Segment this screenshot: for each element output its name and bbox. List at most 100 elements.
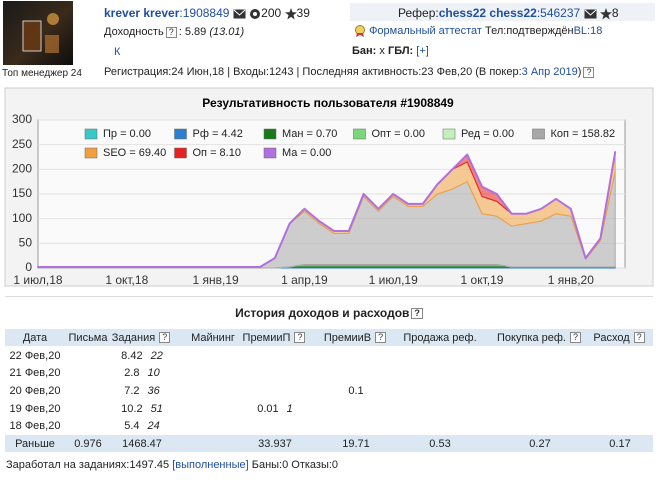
- row-date: 22 Фев,20: [9, 349, 61, 362]
- cell-value: 0.27: [529, 437, 551, 450]
- row-date: 19 Фев,20: [9, 402, 61, 415]
- legend-swatch: [174, 147, 187, 159]
- footer-link[interactable]: [выполненные]: [172, 459, 249, 471]
- help-icon[interactable]: ?: [411, 308, 423, 320]
- table-cell: Расход?: [560, 329, 660, 346]
- k-link[interactable]: К: [114, 46, 121, 58]
- activity-line: Регистрация:24 Июн,18 | Входы:1243 | Пос…: [104, 66, 596, 78]
- cell-value: 2.8: [124, 366, 140, 379]
- x-tick-label: 1 июл,19: [369, 273, 418, 287]
- gbl-label: ГБЛ:: [387, 45, 414, 57]
- yield-line: Доходность?: 5.89 (13.01): [104, 26, 244, 38]
- phone: Тел:подтверждён: [485, 25, 574, 37]
- table-cell: 19.71: [296, 435, 416, 452]
- y-tick-label: 200: [12, 162, 32, 176]
- cell-count: 51: [150, 402, 163, 415]
- star-icon: [599, 7, 612, 20]
- attestat-icon: [355, 25, 365, 38]
- table-cell: Майнинг: [153, 329, 273, 346]
- table-cell: Дата: [0, 329, 95, 346]
- legend-label: Ман = 0.70: [282, 128, 337, 140]
- bl[interactable]: BL:18: [573, 25, 603, 37]
- table-cell: 8.42 22: [82, 347, 202, 364]
- yield-value: : 5.89: [178, 26, 207, 38]
- area: [37, 151, 617, 269]
- footer-rest: Баны:0 Отказы:0: [251, 459, 339, 471]
- cell-value: 0.17: [609, 437, 631, 450]
- x-tick-label: 1 июл,18: [13, 273, 62, 287]
- gbl-link[interactable]: [+]: [416, 45, 429, 57]
- star-icon: [284, 7, 297, 20]
- cell-count: 24: [147, 419, 160, 432]
- user-name[interactable]: krever krever: [104, 6, 180, 20]
- table-cell: 0.976: [28, 435, 148, 452]
- help-icon[interactable]: ?: [375, 332, 387, 343]
- legend-label: Ма = 0.00: [282, 147, 331, 159]
- cell-value: 0.1: [348, 384, 364, 397]
- y-tick-label: 50: [19, 236, 33, 250]
- table-cell: 0.1: [296, 382, 416, 399]
- referrer-box: [350, 3, 655, 21]
- legend-swatch: [263, 147, 277, 159]
- legend-label: Пр = 0.00: [103, 128, 151, 140]
- column-header: ПремииВ: [323, 331, 372, 344]
- x-tick-label: 1 апр,19: [281, 273, 328, 287]
- table-cell: Покупка реф.?: [480, 329, 600, 346]
- activity: Регистрация:24 Июн,18 | Входы:1243 | Пос…: [104, 66, 522, 78]
- history-title: История доходов и расходов: [235, 306, 410, 320]
- user-line: krever krever:1908849 200 39: [104, 6, 310, 20]
- avatar[interactable]: [3, 1, 73, 65]
- help-icon[interactable]: ?: [294, 332, 306, 343]
- table-cell: 1468.47: [82, 435, 202, 452]
- table-cell: 20 Фев,20: [0, 382, 95, 399]
- legend-label: Рф = 4.42: [193, 128, 243, 140]
- gears-count: 200: [261, 6, 282, 20]
- help-icon[interactable]: ?: [159, 332, 171, 343]
- help-icon[interactable]: ?: [633, 332, 645, 343]
- table-cell: 0.17: [560, 435, 660, 452]
- legend-label: Опт = 0.00: [372, 128, 426, 140]
- mail-icon[interactable]: [233, 9, 246, 19]
- cell-value: 0.976: [74, 437, 102, 450]
- y-tick-label: 300: [12, 112, 32, 126]
- x-tick-label: 1 янв,19: [192, 273, 239, 287]
- legend-swatch: [84, 147, 98, 159]
- legend-label: Ред = 0.00: [461, 128, 514, 140]
- history-title-line: История доходов и расходов?: [0, 306, 660, 320]
- ban-label: Бан:: [352, 45, 377, 57]
- referrer-stars: 8: [611, 6, 619, 20]
- attestat[interactable]: Формальный аттестат: [369, 25, 482, 37]
- table-cell: Продажа реф.: [380, 329, 500, 346]
- avatar-caption: Топ менеджер 24: [2, 68, 82, 79]
- history-panel: [5, 296, 653, 457]
- table-cell: 0.27: [480, 435, 600, 452]
- legend-swatch: [353, 128, 366, 140]
- y-tick-label: 100: [12, 211, 32, 225]
- poker-date[interactable]: 3 Апр 2019: [521, 66, 578, 78]
- referrer-line: Рефер:chess22 chess22:546237 8: [398, 6, 619, 20]
- mail-icon[interactable]: [584, 9, 597, 19]
- user-id[interactable]: :1908849: [179, 6, 230, 20]
- cell-count: 36: [147, 384, 160, 397]
- referrer-label: Рефер:: [398, 6, 439, 20]
- column-header: Расход: [593, 331, 630, 344]
- table-cell: 22 Фев,20: [0, 347, 95, 364]
- cell-value: 10.2: [121, 402, 143, 415]
- legend-swatch: [532, 128, 545, 140]
- legend-label: SEO = 69.40: [103, 147, 166, 159]
- referrer-name[interactable]: chess22 chess22: [438, 6, 537, 20]
- table-cell: 5.4 24: [82, 417, 202, 434]
- ban-line: Бан: x ГБЛ: [+]: [352, 45, 429, 57]
- help-icon[interactable]: ?: [583, 66, 595, 78]
- table-cell: 0.01 1: [215, 400, 335, 417]
- help-icon[interactable]: ?: [165, 26, 177, 38]
- table-cell: 19 Фев,20: [0, 400, 95, 417]
- x-tick-label: 1 окт,18: [105, 273, 148, 287]
- table-cell: 18 Фев,20: [0, 417, 95, 434]
- table-cell: 33.937: [215, 435, 335, 452]
- referrer-id[interactable]: :546237: [536, 6, 581, 20]
- table-cell: 0.53: [380, 435, 500, 452]
- legend-swatch: [442, 128, 456, 140]
- help-icon[interactable]: ?: [569, 332, 581, 343]
- y-tick-label: 150: [12, 186, 32, 200]
